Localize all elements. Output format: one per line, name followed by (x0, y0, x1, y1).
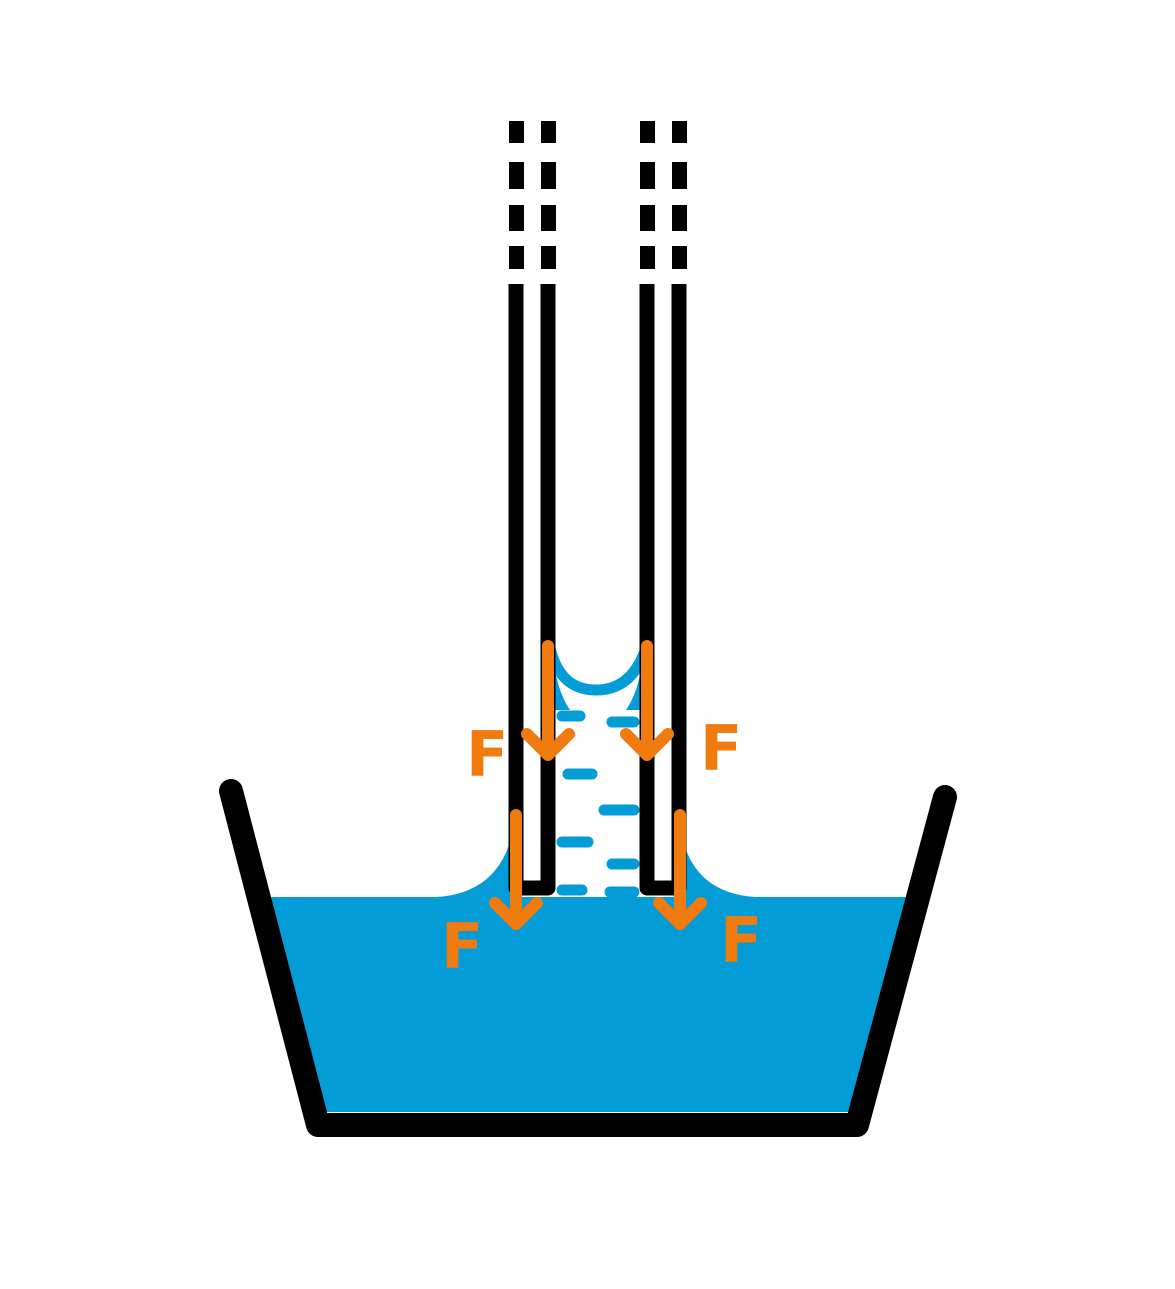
force-arrow-upper-left (521, 640, 575, 761)
force-label-upper-right: F (700, 712, 742, 785)
inner-meniscus (544, 642, 652, 696)
force-arrow-head (521, 728, 575, 761)
force-arrow-lower-left (489, 809, 543, 930)
inner-meniscus-left-wedge (552, 650, 570, 710)
force-arrow-upper-right (620, 640, 674, 761)
tube-continuation-dash (541, 205, 556, 231)
right-tube-body (639, 284, 687, 896)
force-label-lower-right: F (720, 904, 762, 977)
tube-continuation-dash (640, 121, 655, 143)
force-arrow-head (489, 897, 543, 930)
force-arrow-head (653, 897, 707, 930)
basin-outline (219, 779, 957, 1137)
outer-meniscus-right (679, 818, 756, 899)
outer-meniscus-left (436, 818, 515, 899)
tube-continuation-dash (672, 205, 687, 231)
tube-continuation-dash (509, 162, 524, 189)
force-arrow-head (620, 728, 674, 761)
tube-continuation-dash (541, 162, 556, 189)
inner-water-column (544, 642, 652, 898)
left-tube (508, 121, 556, 896)
tube-continuation-dash (640, 162, 655, 189)
tube-continuation-dash (509, 121, 524, 143)
basin-water (268, 897, 912, 1112)
tube-continuation-dash (509, 246, 524, 269)
tube-continuation-dash (509, 205, 524, 231)
tube-continuation-dash (541, 121, 556, 143)
tube-continuation-dash (640, 246, 655, 269)
force-label-upper-left: F (466, 718, 508, 791)
tube-continuation-dash (541, 246, 556, 269)
tube-continuation-dash (672, 162, 687, 189)
tube-continuation-dash (640, 205, 655, 231)
left-tube-body (508, 284, 556, 896)
tube-continuation-dash (672, 246, 687, 269)
force-label-lower-left: F (441, 910, 483, 983)
right-tube (639, 121, 687, 896)
tube-continuation-dash (672, 121, 687, 143)
force-arrow-lower-right (653, 809, 707, 930)
